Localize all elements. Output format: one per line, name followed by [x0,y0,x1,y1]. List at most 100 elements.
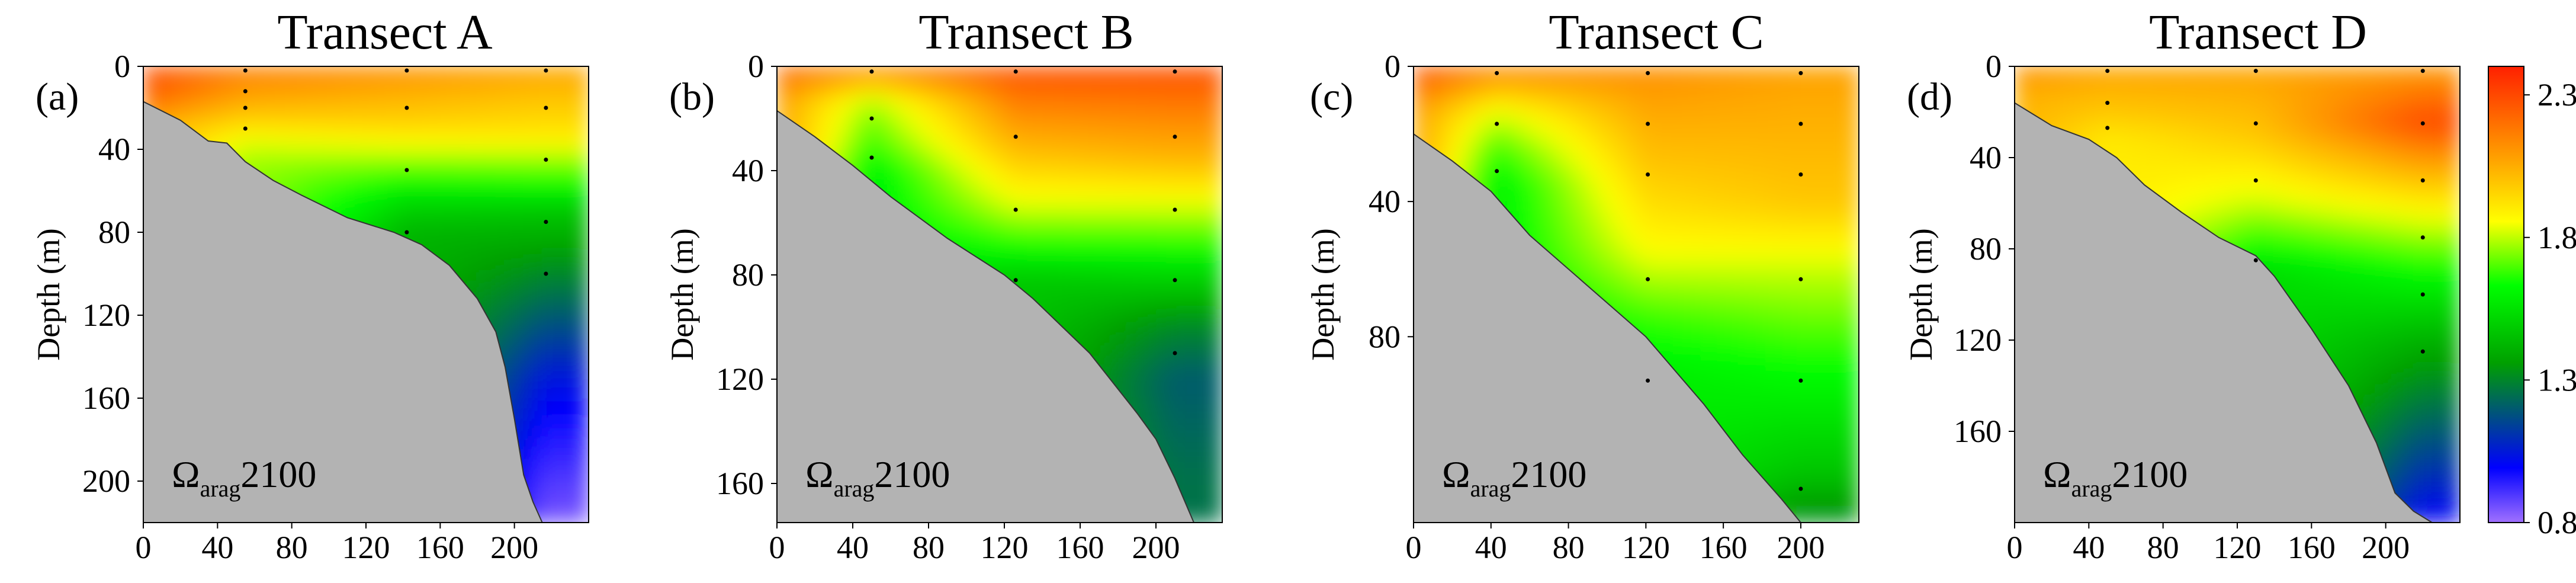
sample-point [869,155,874,160]
sample-point [544,158,548,162]
seafloor-line [143,101,543,523]
y-tick-label: 160 [82,380,130,416]
omega-annotation: Ωarag2100 [2043,453,2188,502]
x-tick-label: 40 [837,530,869,565]
colorbar-tick-label: 0.8 [2538,505,2576,540]
sample-point [1646,172,1650,177]
sample-point [2105,126,2110,130]
sample-point [2105,101,2110,105]
y-tick-label: 80 [1970,231,2002,267]
y-tick-label: 80 [732,257,764,293]
x-tick-label: 40 [1475,530,1507,565]
plot-frame [776,66,1223,523]
x-tick-label: 200 [490,530,538,565]
omega-annotation: Ωarag2100 [805,453,950,502]
y-tick-label: 200 [82,463,130,499]
sample-point [1013,134,1018,139]
sample-point [2253,258,2258,262]
x-tick-label: 160 [1056,530,1104,565]
sample-point [2420,235,2425,240]
sample-point [1798,121,1803,126]
y-tick-label: 40 [1970,140,2002,175]
sample-point [869,116,874,121]
sample-point [404,105,409,110]
sample-point [243,89,248,94]
y-axis-label: Depth (m) [664,228,700,360]
colorbar-tick-label: 1.3 [2538,362,2576,398]
sample-point [404,168,409,172]
panel-d: Transect D (d) 0 40 80 120 160 200 0 40 80 120 160 De… [1903,5,2461,565]
sample-point [243,68,248,73]
sample-point [1646,277,1650,281]
y-axis-label: Depth (m) [31,228,66,360]
sample-point [2420,349,2425,354]
sample-point [1646,121,1650,126]
seafloor-line [2015,102,2433,523]
x-tick-label: 200 [1132,530,1180,565]
y-tick-label: 120 [82,297,130,333]
panel-label: (c) [1310,75,1353,118]
sample-point [1495,169,1499,174]
x-tick-label: 120 [981,530,1029,565]
panel-label: (d) [1907,75,1952,118]
sample-point [1173,207,1177,212]
panel-label: (a) [36,75,79,118]
sample-point [1646,378,1650,383]
colorbar: 2.3 1.8 1.3 0.8 [2488,66,2576,540]
seafloor-line [1414,133,1801,523]
sample-point [869,69,874,74]
sample-point [1013,69,1018,74]
sample-point [1173,351,1177,355]
seafloor [143,101,542,523]
x-tick-label: 80 [1553,530,1585,565]
sample-point [2105,69,2110,73]
sample-point [1013,207,1018,212]
sample-point [243,105,248,110]
panel-title: Transect D [2149,5,2367,60]
x-tick-label: 200 [2362,530,2410,565]
seafloor [1414,134,1801,523]
y-tick-label: 40 [1369,184,1401,219]
x-tick-label: 0 [136,530,152,565]
x-tick-label: 0 [769,530,785,565]
x-tick-label: 160 [1700,530,1748,565]
seafloor [2015,102,2432,523]
x-tick-label: 120 [342,530,390,565]
colorbar-tick-label: 1.8 [2538,220,2576,255]
panel-a: Transect A(a)0 40 80 120 160 2000408012016020… [31,5,589,565]
seafloor-line [777,110,1194,523]
x-tick-label: 160 [416,530,464,565]
plot-frame [1413,66,1859,523]
sample-point [2420,178,2425,182]
y-tick-label: 40 [732,153,764,188]
panel-c: Transect C (c) 0 40 80 120 160 200 0 40 80 Depth (m… [1305,5,1859,565]
x-tick-label: 80 [913,530,945,565]
y-tick-label: 80 [98,214,130,250]
panel-title: Transect C [1549,5,1764,60]
sample-point [404,230,409,235]
panel-title: Transect A [277,5,493,60]
sample-point [1798,71,1803,75]
y-tick-label: 0 [1986,49,2002,84]
seafloor [777,110,1194,523]
x-tick-label: 80 [2147,530,2179,565]
y-tick-label: 0 [1385,49,1401,84]
x-tick-label: 120 [2214,530,2262,565]
sample-point [1798,172,1803,177]
x-tick-label: 80 [276,530,308,565]
sample-point [2253,178,2258,182]
panel-label: (b) [669,75,715,118]
x-tick-label: 160 [2288,530,2336,565]
sample-point [1646,71,1650,75]
x-tick-label: 0 [1406,530,1422,565]
x-tick-label: 120 [1622,530,1670,565]
sample-point [2420,121,2425,126]
y-tick-label: 160 [716,466,764,501]
x-tick-label: 0 [2007,530,2023,565]
y-tick-label: 120 [1954,322,2002,358]
colorbar-gradient [2488,66,2524,523]
sample-point [1495,71,1499,75]
colorbar-tick-label: 2.3 [2538,77,2576,113]
sample-point [1798,486,1803,491]
